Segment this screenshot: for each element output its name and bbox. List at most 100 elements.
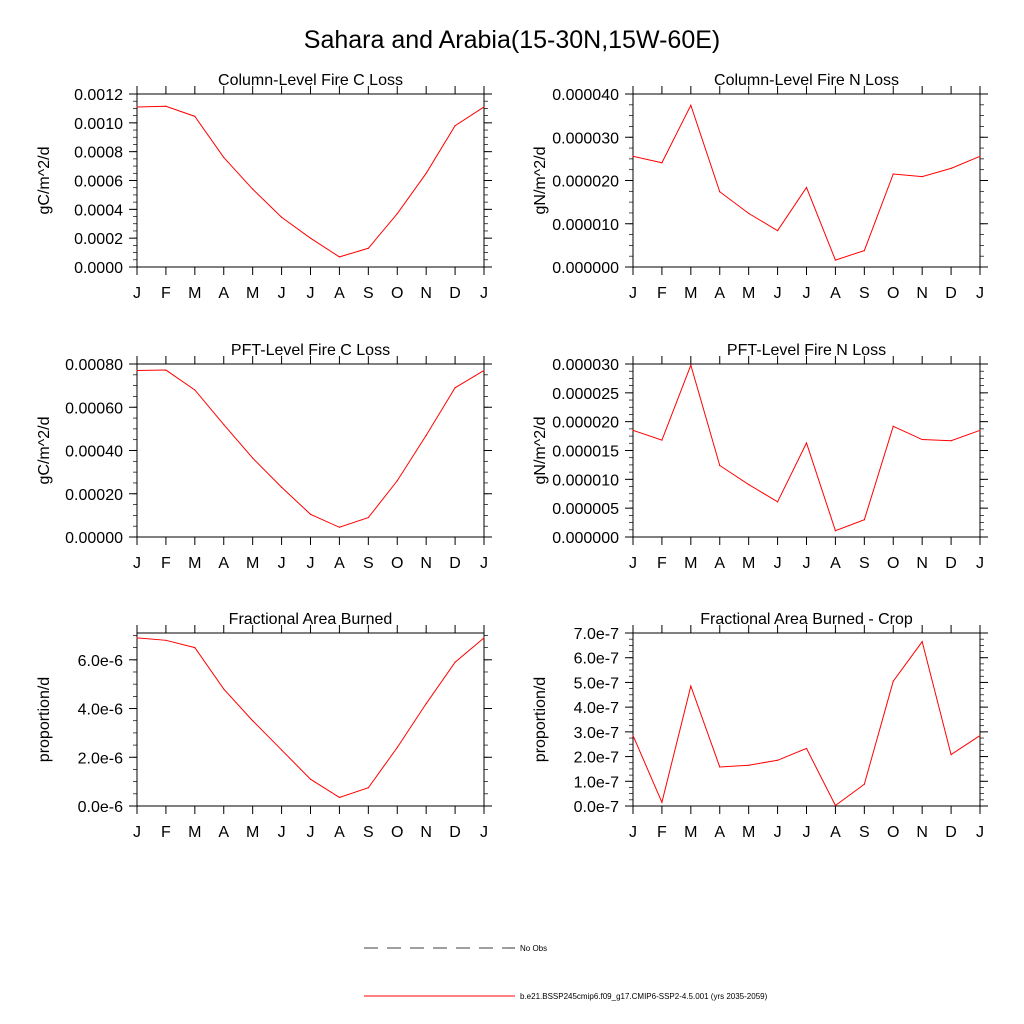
plot-frame bbox=[136, 363, 485, 538]
data-point bbox=[921, 176, 923, 178]
data-point bbox=[805, 747, 808, 750]
data-point bbox=[632, 734, 634, 737]
x-tick-label: J bbox=[307, 555, 315, 572]
data-point bbox=[483, 369, 485, 372]
x-tick-label: J bbox=[278, 824, 286, 841]
data-point bbox=[661, 162, 663, 164]
data-point bbox=[309, 778, 312, 780]
data-point bbox=[425, 172, 427, 174]
y-axis-label: gN/m^2/d bbox=[532, 147, 549, 215]
x-tick-label: F bbox=[161, 824, 171, 841]
x-tick-label: S bbox=[859, 555, 870, 572]
y-tick-label: 0.0010 bbox=[74, 116, 123, 133]
plot-frame bbox=[632, 363, 981, 538]
data-point bbox=[661, 801, 663, 803]
x-tick-label: N bbox=[916, 555, 928, 572]
x-tick-label: M bbox=[188, 555, 201, 572]
x-tick-label: O bbox=[887, 285, 899, 302]
series-line bbox=[136, 637, 485, 799]
chart-panel: Fractional Area Burned proportion/d 0.0e-6… bbox=[36, 611, 492, 841]
x-tick-label: J bbox=[774, 824, 782, 841]
y-tick-label: 0.00060 bbox=[65, 400, 123, 417]
plot-frame bbox=[632, 93, 981, 268]
data-point bbox=[719, 191, 721, 193]
x-tick-label: J bbox=[976, 285, 984, 302]
y-tick-label: 0.000030 bbox=[552, 357, 619, 374]
x-tick-label: J bbox=[629, 285, 637, 302]
y-tick-label: 0.00000 bbox=[65, 530, 123, 547]
data-point bbox=[748, 764, 750, 766]
data-point bbox=[280, 486, 283, 488]
data-point bbox=[367, 787, 369, 789]
data-point bbox=[950, 440, 952, 442]
data-point bbox=[223, 688, 225, 690]
y-tick-label: 0.000025 bbox=[552, 386, 619, 403]
x-tick-label: A bbox=[830, 555, 841, 572]
x-tick-label: M bbox=[684, 285, 697, 302]
x-tick-label: J bbox=[480, 824, 488, 841]
x-tick-label: J bbox=[774, 555, 782, 572]
x-tick-label: M bbox=[246, 555, 259, 572]
y-tick-label: 0.000020 bbox=[552, 174, 619, 191]
plot-frame bbox=[136, 632, 485, 807]
x-tick-label: S bbox=[363, 285, 374, 302]
y-tick-label: 0.000015 bbox=[552, 444, 619, 461]
x-tick-label: F bbox=[657, 824, 667, 841]
x-tick-label: D bbox=[449, 824, 461, 841]
data-point bbox=[950, 753, 952, 756]
panel-title: PFT-Level Fire N Loss bbox=[727, 342, 886, 359]
data-point bbox=[632, 155, 634, 157]
panel-title: Column-Level Fire N Loss bbox=[714, 72, 899, 89]
data-point bbox=[136, 369, 138, 372]
data-point bbox=[367, 516, 369, 519]
x-tick-label: A bbox=[334, 555, 345, 572]
x-tick-label: A bbox=[218, 824, 229, 841]
chart-panels: Column-Level Fire C Loss gC/m^2/d 0.0000 0.… bbox=[36, 72, 988, 841]
plot-frame bbox=[632, 632, 981, 807]
x-tick-label: F bbox=[161, 555, 171, 572]
data-point bbox=[252, 720, 254, 722]
data-point bbox=[338, 526, 341, 528]
data-point bbox=[690, 364, 692, 366]
x-tick-label: N bbox=[916, 824, 928, 841]
x-tick-label: M bbox=[742, 824, 755, 841]
data-point bbox=[748, 483, 750, 486]
x-tick-label: J bbox=[480, 555, 488, 572]
y-tick-label: 0.000010 bbox=[552, 472, 619, 489]
series-line bbox=[632, 103, 981, 261]
data-point bbox=[805, 186, 808, 189]
data-point bbox=[632, 429, 634, 431]
x-tick-label: J bbox=[803, 824, 811, 841]
series-line bbox=[632, 363, 981, 532]
legend: No Obs b.e21.BSSP245cmip6.f09_g17.CMIP6-… bbox=[364, 944, 768, 1001]
y-tick-label: 7.0e-7 bbox=[574, 626, 619, 643]
y-tick-label: 0.0004 bbox=[74, 202, 123, 219]
data-point bbox=[136, 106, 138, 108]
panel-title: PFT-Level Fire C Loss bbox=[231, 342, 390, 359]
data-point bbox=[979, 734, 981, 737]
x-tick-label: J bbox=[133, 555, 141, 572]
series-line bbox=[136, 369, 485, 528]
x-tick-label: N bbox=[420, 555, 432, 572]
x-tick-label: M bbox=[188, 285, 201, 302]
x-tick-label: M bbox=[246, 285, 259, 302]
data-point bbox=[223, 156, 225, 159]
x-tick-label: F bbox=[161, 285, 171, 302]
data-point bbox=[719, 464, 721, 467]
x-tick-label: J bbox=[278, 555, 286, 572]
x-tick-label: J bbox=[803, 555, 811, 572]
x-tick-label: A bbox=[714, 555, 725, 572]
x-tick-label: J bbox=[133, 285, 141, 302]
x-tick-label: S bbox=[363, 824, 374, 841]
y-tick-label: 6.0e-6 bbox=[78, 653, 123, 670]
y-tick-label: 4.0e-6 bbox=[78, 702, 123, 719]
data-point bbox=[892, 680, 894, 682]
legend-model-label: b.e21.BSSP245cmip6.f09_g17.CMIP6-SSP2-4.… bbox=[520, 992, 768, 1001]
data-point bbox=[425, 703, 427, 705]
y-tick-label: 0.00020 bbox=[65, 487, 123, 504]
data-point bbox=[280, 216, 283, 218]
y-axis-label: gC/m^2/d bbox=[36, 147, 53, 215]
y-tick-label: 0.0012 bbox=[74, 87, 123, 104]
chart-panel: Column-Level Fire C Loss gC/m^2/d 0.0000 0.… bbox=[36, 72, 492, 302]
